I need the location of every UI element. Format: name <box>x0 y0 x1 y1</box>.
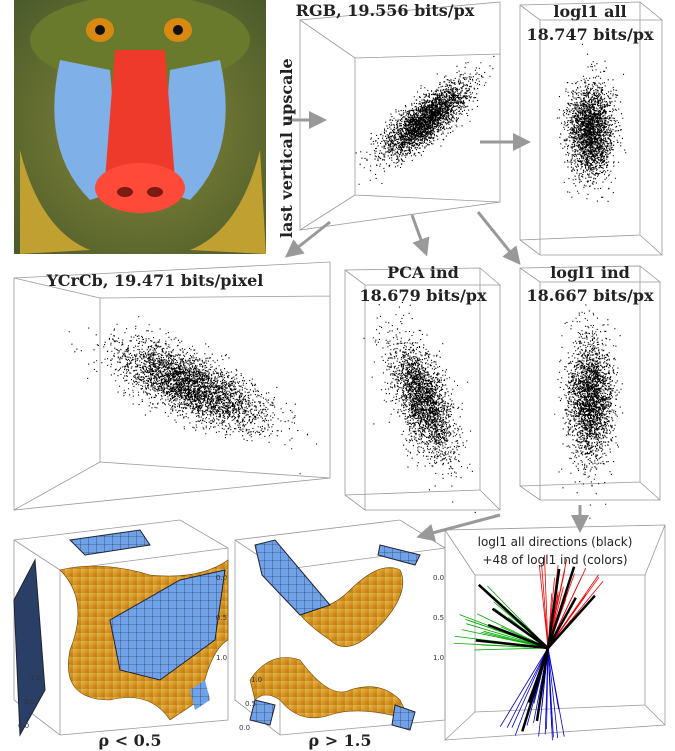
direction-ray <box>487 623 549 650</box>
point-cloud <box>556 43 627 202</box>
logl1-ind-box <box>519 265 661 501</box>
direction-ray <box>547 647 559 738</box>
direction-ray <box>546 597 577 649</box>
cube-tick-label: 0.5 <box>433 614 444 622</box>
cube-tick-label: 0.0 <box>239 724 250 732</box>
direction-ray <box>511 647 549 728</box>
direction-rays <box>453 554 604 741</box>
logl1-ind-title: logl1 ind <box>550 263 630 282</box>
cube-tick-label: 0.0 <box>216 574 227 582</box>
cube-tick-label: 1.0 <box>251 676 262 684</box>
direction-ray <box>506 647 549 728</box>
point-cloud <box>68 316 318 475</box>
direction-ray <box>546 647 549 730</box>
side-label: last vertical upscale <box>277 58 296 238</box>
direction-ray <box>535 647 550 722</box>
point-cloud <box>554 297 624 519</box>
direction-ray <box>547 647 553 728</box>
direction-ray <box>544 554 549 649</box>
pca-title: PCA ind <box>387 263 459 282</box>
directions-box <box>444 524 666 741</box>
cube-tick-label: 0.0 <box>18 722 29 730</box>
direction-ray <box>547 594 596 649</box>
cube-tick-label: 0.0 <box>433 574 444 582</box>
direction-ray <box>546 566 576 649</box>
cube-low <box>13 519 229 737</box>
directions-title: +48 of logl1 ind (colors) <box>482 553 627 567</box>
cube-tick-label: 1.0 <box>216 654 227 662</box>
cube-tick-label: 1.0 <box>30 674 41 682</box>
cube-tick-label: 0.5 <box>245 700 256 708</box>
direction-ray <box>491 607 549 650</box>
logl1-all-box <box>519 1 663 256</box>
cube-tick-label: 1.0 <box>433 654 444 662</box>
ycrcb-box <box>13 261 331 511</box>
direction-ray <box>477 583 549 649</box>
pca-title: 18.679 bits/px <box>359 286 487 305</box>
direction-ray <box>527 647 550 704</box>
arrows <box>284 111 589 542</box>
direction-ray <box>541 564 549 649</box>
direction-ray <box>547 647 565 737</box>
logl1-ind-title: 18.667 bits/px <box>526 286 654 305</box>
direction-ray <box>499 647 549 727</box>
cube-high <box>234 519 446 736</box>
logl1-all-title: logl1 all <box>553 2 626 21</box>
rgb-title: RGB, 19.556 bits/px <box>296 1 475 20</box>
scatter-clouds <box>68 43 627 519</box>
direction-ray <box>475 639 549 650</box>
cube-tick-label: 0.5 <box>216 614 227 622</box>
ycrcb-title: YCrCb, 19.471 bits/pixel <box>46 271 264 290</box>
logl1-all-title: 18.747 bits/px <box>526 25 654 44</box>
direction-ray <box>474 647 549 651</box>
rgb-box <box>299 1 501 231</box>
direction-ray <box>481 631 549 649</box>
direction-ray <box>546 568 561 649</box>
point-cloud <box>355 55 495 185</box>
cube-low-caption: ρ < 0.5 <box>98 731 161 750</box>
cube-ticks: 0.0 0.0 0.5 0.5 1.0 1.0 0.0 0.0 0.5 0.5 1.0 1.0 <box>18 574 444 732</box>
directions-title: logl1 all directions (black) <box>478 535 633 549</box>
pca-box <box>344 267 501 511</box>
mandrill-image <box>14 0 266 254</box>
point-cloud <box>363 301 476 513</box>
cube-tick-label: 0.5 <box>24 698 35 706</box>
cube-high-caption: ρ > 1.5 <box>308 731 371 750</box>
